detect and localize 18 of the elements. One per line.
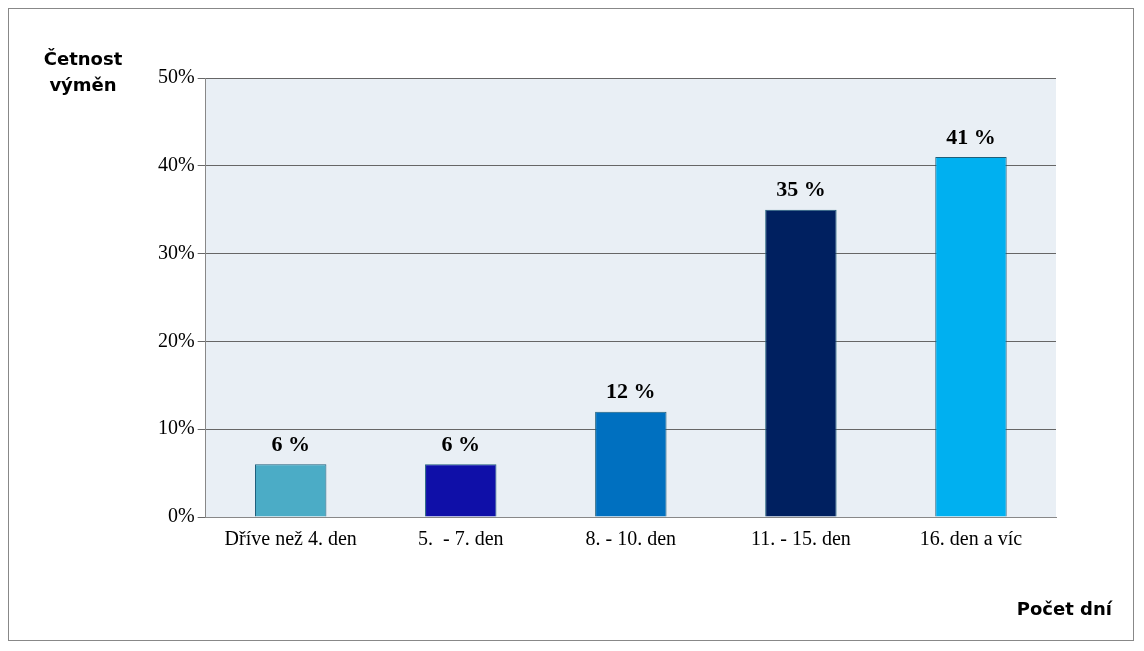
- x-tick-label: 8. - 10. den: [585, 527, 677, 550]
- y-tick-label: 20%: [157, 328, 195, 351]
- x-tick-label: 16. den a víc: [919, 527, 1023, 550]
- y-tick-label: 50%: [157, 65, 195, 88]
- data-label: 6 %: [441, 431, 481, 457]
- y-tick-label: 0%: [167, 504, 195, 527]
- data-label: 35 %: [776, 176, 826, 202]
- y-axis-title: Četnost výměn: [42, 47, 124, 97]
- x-axis-title: Počet dní: [1016, 598, 1112, 619]
- x-tick-label: Dříve než 4. den: [224, 527, 357, 550]
- y-tick-label: 10%: [157, 416, 195, 439]
- x-tick-label: 5. - 7. den: [417, 527, 504, 550]
- y-tick-label: 40%: [157, 153, 195, 176]
- data-label: 6 %: [271, 431, 310, 457]
- data-label: 41 %: [946, 123, 996, 149]
- x-tick-label: 11. - 15. den: [751, 527, 851, 550]
- y-tick-label: 30%: [157, 240, 195, 263]
- data-label: 12 %: [606, 378, 656, 404]
